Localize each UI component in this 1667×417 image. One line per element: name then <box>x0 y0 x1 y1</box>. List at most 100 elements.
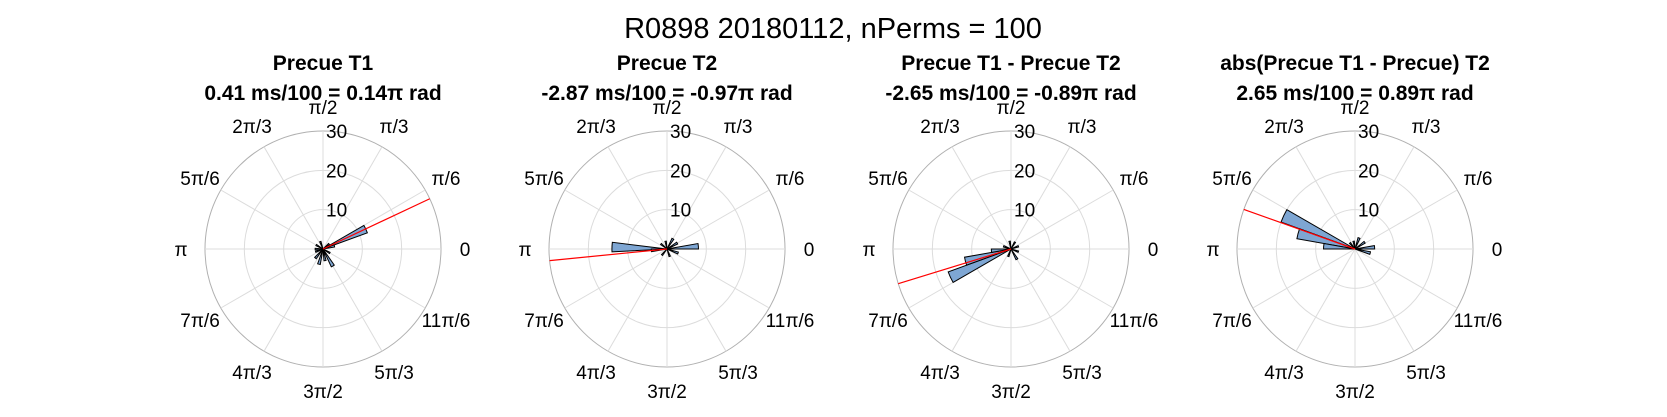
radial-tick-label: 10 <box>1014 201 1035 222</box>
theta-tick-label: π/2 <box>1341 98 1370 119</box>
radial-tick-label: 10 <box>1358 201 1379 222</box>
histogram-bin <box>1002 245 1012 250</box>
radial-tick-label: 10 <box>670 201 691 222</box>
angular-gridline <box>1010 189 1114 250</box>
theta-tick-label: 5π/6 <box>1212 169 1252 190</box>
theta-tick-label: π/3 <box>1068 117 1097 138</box>
theta-tick-label: 2π/3 <box>920 117 960 138</box>
theta-tick-label: 3π/2 <box>991 382 1031 403</box>
theta-tick-label: 2π/3 <box>1264 117 1304 138</box>
histogram-bin <box>666 248 680 255</box>
theta-tick-label: π <box>862 240 875 261</box>
subplot-subtitle: -2.65 ms/100 = -0.89π rad <box>885 82 1136 105</box>
mean-angle-line <box>322 198 431 250</box>
theta-tick-label: 7π/6 <box>1212 311 1252 332</box>
angular-gridline <box>263 248 324 352</box>
radial-tick-label: 20 <box>1014 161 1035 182</box>
theta-tick-label: 5π/3 <box>1062 363 1102 384</box>
angular-gridline <box>1010 146 1071 250</box>
theta-tick-label: 4π/3 <box>576 363 616 384</box>
angular-gridline <box>908 189 1012 250</box>
theta-tick-label: 4π/3 <box>1264 363 1304 384</box>
mean-angle-line <box>1243 208 1356 250</box>
theta-tick-label: 5π/3 <box>374 363 414 384</box>
histogram-bin <box>1348 241 1356 250</box>
subplot-title: abs(Precue T1 - Precue) T2 <box>1220 52 1490 75</box>
theta-tick-label: 5π/6 <box>524 169 564 190</box>
histogram-bin <box>666 237 675 250</box>
radial-tick-label: 30 <box>1014 122 1035 143</box>
theta-tick-label: 3π/2 <box>1335 382 1375 403</box>
angular-gridline <box>1295 248 1356 352</box>
histogram-bin <box>666 241 679 250</box>
angular-gridline <box>666 248 770 309</box>
theta-tick-label: π/6 <box>1119 169 1148 190</box>
theta-tick-label: π/2 <box>653 98 682 119</box>
radial-tick-label: 30 <box>670 122 691 143</box>
angular-gridline <box>1354 248 1458 309</box>
histogram-bin <box>1352 240 1356 250</box>
subplot-subtitle: -2.87 ms/100 = -0.97π rad <box>541 82 792 105</box>
histogram-bin <box>1354 240 1366 250</box>
histogram-bin <box>666 248 671 258</box>
theta-tick-label: 0 <box>1148 240 1159 261</box>
theta-tick-label: 2π/3 <box>576 117 616 138</box>
angular-gridline <box>1354 146 1415 250</box>
histogram-bin <box>1010 241 1017 250</box>
mean-angle-line <box>898 248 1012 285</box>
angular-gridline <box>1354 248 1415 352</box>
angular-gridline <box>666 248 727 352</box>
histogram-bin <box>322 248 327 262</box>
polar-subplot-2: Precue T2 -2.87 ms/100 = -0.97π rad 10 20 30… <box>518 52 814 403</box>
subplot-subtitle: 0.41 ms/100 = 0.14π rad <box>204 82 441 105</box>
histogram-bin <box>664 240 668 250</box>
theta-tick-label: 7π/6 <box>180 311 220 332</box>
subplot-subtitle: 2.65 ms/100 = 0.89π rad <box>1236 82 1473 105</box>
histogram-bin <box>1354 245 1376 250</box>
histogram-bin <box>316 248 324 266</box>
mean-angle-line <box>549 248 668 262</box>
angular-gridline <box>1295 146 1356 250</box>
histogram-bin <box>666 242 699 250</box>
theta-tick-label: 4π/3 <box>920 363 960 384</box>
histogram-bin <box>1354 248 1372 256</box>
histogram-bin <box>322 248 335 268</box>
theta-tick-label: 7π/6 <box>524 311 564 332</box>
theta-tick-label: 11π/6 <box>1110 311 1159 332</box>
angular-gridline <box>263 146 324 250</box>
subplot-title: Precue T2 <box>617 52 717 75</box>
theta-tick-label: π/6 <box>431 169 460 190</box>
angular-gridline <box>607 248 668 352</box>
theta-tick-label: π/6 <box>1463 169 1492 190</box>
angular-gridline <box>951 146 1012 250</box>
angular-gridline <box>666 146 727 250</box>
radial-tick-label: 30 <box>1358 122 1379 143</box>
theta-tick-label: 11π/6 <box>1454 311 1503 332</box>
angular-gridline <box>607 146 668 250</box>
histogram-bin <box>947 248 1012 284</box>
histogram-bin <box>313 248 324 260</box>
theta-tick-label: π <box>518 240 531 261</box>
theta-tick-label: 3π/2 <box>647 382 687 403</box>
theta-tick-label: π <box>174 240 187 261</box>
theta-tick-label: π <box>1206 240 1219 261</box>
theta-tick-label: 2π/3 <box>232 117 272 138</box>
histogram-bin <box>1010 245 1020 250</box>
radial-tick-label: 10 <box>326 201 347 222</box>
theta-tick-label: 5π/3 <box>1406 363 1446 384</box>
angular-gridline <box>564 189 668 250</box>
theta-tick-label: 5π/3 <box>718 363 758 384</box>
histogram-bin <box>1007 248 1012 258</box>
histogram-bin <box>314 248 324 253</box>
theta-tick-label: 0 <box>1492 240 1503 261</box>
theta-tick-label: 4π/3 <box>232 363 272 384</box>
theta-tick-label: π/3 <box>380 117 409 138</box>
angular-gridline <box>220 248 324 309</box>
angular-gridline <box>1010 248 1114 309</box>
angular-gridline <box>322 146 383 250</box>
theta-tick-label: 11π/6 <box>766 311 815 332</box>
subplot-title: Precue T1 <box>273 52 374 75</box>
angular-gridline <box>220 189 324 250</box>
theta-tick-label: 0 <box>460 240 471 261</box>
angular-gridline <box>564 248 668 309</box>
